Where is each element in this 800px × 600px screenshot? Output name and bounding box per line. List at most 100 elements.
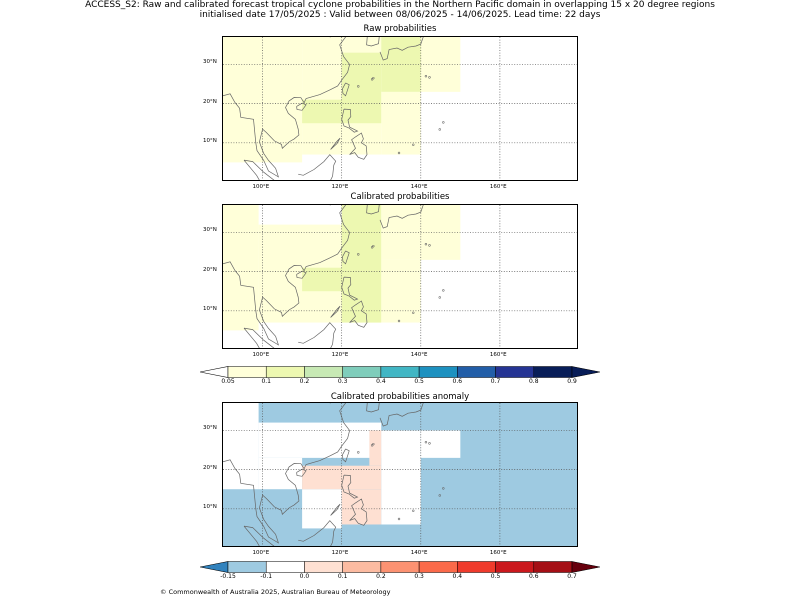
raw-island [357,85,360,88]
calibrated-region-cell [341,205,382,323]
anomaly-lat-tick-label: 20°N [203,464,217,471]
calibrated-coastline [330,305,341,318]
anomaly-island [438,494,441,497]
raw-island [370,78,374,81]
anomaly-colorbar [199,558,601,573]
calibrated-island [424,242,428,246]
calibrated-map-svg [223,205,577,348]
figure-subtitle: initialised date 17/05/2025 : Valid betw… [199,10,601,20]
calibrated-region-cell [223,205,259,331]
anomaly-island [357,451,360,454]
raw-coastline [341,108,359,133]
anomaly-lon-tick-label: 140°E [410,550,428,556]
anomaly-coastline [223,403,350,544]
anomaly-region-cell [341,489,382,525]
calibrated-lat-tick-label: 20°N [203,266,217,273]
anomaly-region-cell [420,430,461,458]
anomaly-colorbar-segment [227,561,267,573]
calibrated-island [370,246,374,249]
raw-probabilities-map [222,36,578,181]
anomaly-coastline [366,403,380,413]
anomaly-region-cell [369,430,382,466]
anomaly-colorbar-tick-label: 0.4 [452,573,463,580]
probability-colorbar-tick-label: 0.3 [337,378,348,385]
raw-coastline [379,37,424,61]
raw-coastline [298,154,337,180]
raw-lon-tick-label: 160°E [489,184,507,190]
raw-panel-title: Raw probabilities [363,24,437,34]
raw-coastline [366,37,380,47]
raw-lat-tick-label: 20°N [203,98,217,105]
anomaly-colorbar-tick-label: 0.5 [490,573,501,580]
anomaly-coastline [243,525,275,546]
raw-lon-tick-label: 140°E [410,184,428,190]
raw-region-cell [341,52,382,124]
calibrated-coastline [379,205,424,229]
anomaly-colorbar-under-extension [199,561,229,573]
probability-colorbar-segment [418,366,458,378]
raw-lon-tick-label: 100°E [252,184,270,190]
calibrated-region-cell [302,267,342,292]
copyright-footer: © Commonwealth of Australia 2025, Austra… [160,588,391,596]
raw-lon-tick-label: 120°E [331,184,349,190]
calibrated-coastline [341,276,359,301]
raw-island [397,151,401,155]
raw-region-cell [420,37,461,92]
raw-island [438,128,441,131]
probability-colorbar-segment [304,366,343,378]
anomaly-island [372,442,375,446]
calibrated-island [397,319,401,323]
probability-colorbar-tick-label: 0.1 [261,378,271,385]
anomaly-lon-tick-label: 120°E [331,550,349,556]
anomaly-colorbar-tick-label: 0.2 [376,573,386,580]
probability-colorbar-segment [227,366,267,378]
calibrated-island [442,289,445,292]
calibrated-lon-tick-label: 100°E [252,352,270,358]
probability-colorbar-svg [199,366,601,378]
raw-coastline [330,137,341,150]
anomaly-colorbar-segment [533,561,573,573]
anomaly-lon-tick-label: 160°E [489,550,507,556]
anomaly-colorbar-segment [265,561,305,573]
anomaly-panel-title: Calibrated probabilities anomaly [330,392,470,402]
calibrated-lon-tick-label: 140°E [410,352,428,358]
anomaly-island [370,444,374,447]
anomaly-lon-tick-label: 100°E [252,550,270,556]
anomaly-colorbar-segment [304,561,343,573]
calibrated-coastline [366,205,380,215]
raw-region-cell [302,99,342,124]
raw-island [424,74,428,78]
anomaly-region-cell [223,403,259,490]
raw-coastline [243,159,275,180]
probability-colorbar-segment [380,366,420,378]
calibrated-island [357,253,360,256]
anomaly-coastline [349,498,368,526]
raw-lat-tick-label: 10°N [203,137,217,144]
calibrated-panel-title: Calibrated probabilities [350,192,450,202]
anomaly-colorbar-tick-label: 0.0 [299,573,310,580]
anomaly-colorbar-segment [495,561,535,573]
probability-colorbar-tick-label: 0.7 [490,378,501,385]
anomaly-map [222,402,578,547]
anomaly-island [442,487,445,490]
calibrated-coastline [298,322,337,348]
anomaly-island [412,509,415,512]
anomaly-colorbar-tick-label: 0.6 [528,573,539,580]
raw-island [428,76,431,79]
calibrated-island [428,244,431,247]
probability-colorbar-segment [457,366,496,378]
calibrated-coastline [223,205,350,346]
calibrated-lat-tick-label: 30°N [203,227,217,234]
anomaly-colorbar-tick-label: 0.1 [337,573,348,580]
probability-colorbar-tick-label: 0.6 [452,378,463,385]
probability-colorbar-segment [342,366,382,378]
calibrated-lon-tick-label: 160°E [489,352,507,358]
raw-region-cell [381,91,421,155]
probability-colorbar-under-extension [199,366,229,378]
raw-island [372,76,375,80]
anomaly-coastline [341,474,359,499]
raw-island [412,143,415,146]
anomaly-coastline [330,503,341,516]
probability-colorbar-over-extension [571,366,601,378]
anomaly-coastline [379,403,424,427]
